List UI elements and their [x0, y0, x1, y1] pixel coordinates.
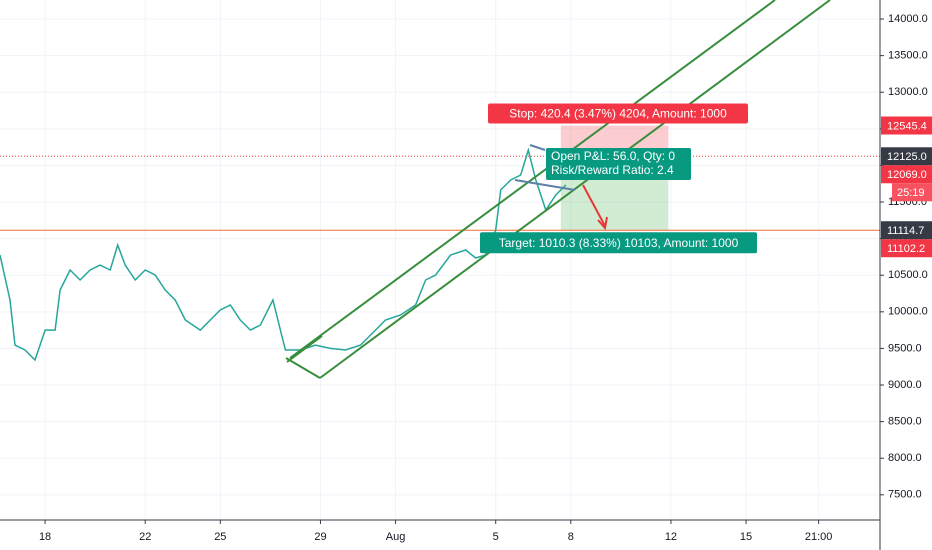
arrow-head [597, 216, 608, 231]
annotation-label: Target: 1010.3 (8.33%) 10103, Amount: 10… [499, 236, 739, 250]
y-tick-label: 14000.0 [888, 13, 928, 25]
annotation-label: Risk/Reward Ratio: 2.4 [551, 163, 674, 177]
arrow [582, 184, 606, 227]
price-tag [881, 165, 932, 184]
y-tick-label: 13000.0 [888, 86, 928, 98]
channel-line [289, 0, 776, 359]
x-tick-label: 18 [39, 531, 51, 543]
x-tick-label: 21:00 [805, 531, 833, 543]
x-tick-label: Aug [386, 531, 406, 543]
y-tick-label: 7500.0 [888, 489, 922, 501]
price-tag [881, 221, 932, 240]
pattern-line [529, 144, 546, 151]
x-tick-label: 22 [139, 531, 151, 543]
price-tag-label: 12545.4 [887, 120, 927, 132]
x-tick-label: 8 [568, 531, 574, 543]
countdown-tag [892, 183, 932, 202]
y-tick-label: 10000.0 [888, 306, 928, 318]
channel-line [285, 357, 321, 379]
x-tick-label: 15 [740, 531, 752, 543]
price-tag-label: 11114.7 [887, 225, 924, 237]
annotation-label: Open P&L: 56.0, Qty: 0 [551, 149, 675, 163]
channel-line [286, 335, 323, 363]
x-tick-label: 5 [493, 531, 499, 543]
x-tick-label: 25 [214, 531, 226, 543]
y-tick-label: 13500.0 [888, 50, 928, 62]
price-tag-label: 12069.0 [887, 169, 927, 181]
annotation-label: Stop: 420.4 (3.47%) 4204, Amount: 1000 [509, 107, 727, 121]
annotation-box [546, 148, 691, 180]
y-tick-label: 9000.0 [888, 379, 922, 391]
y-tick-label: 10500.0 [888, 269, 928, 281]
annotation-box [480, 232, 757, 254]
price-tag [881, 239, 932, 258]
annotation-box [488, 103, 748, 124]
y-tick-label: 8000.0 [888, 452, 922, 464]
pattern-line [514, 179, 576, 191]
countdown-label: 25:19 [897, 187, 925, 199]
price-tag-label: 12125.0 [887, 151, 927, 163]
price-tag [881, 116, 932, 135]
price-tag-label: 11102.2 [887, 243, 925, 255]
x-tick-label: 29 [314, 531, 326, 543]
y-tick-label: 9500.0 [888, 342, 922, 354]
y-tick-label: 8500.0 [888, 416, 922, 428]
x-tick-label: 12 [665, 531, 677, 543]
price-tag [881, 147, 932, 166]
